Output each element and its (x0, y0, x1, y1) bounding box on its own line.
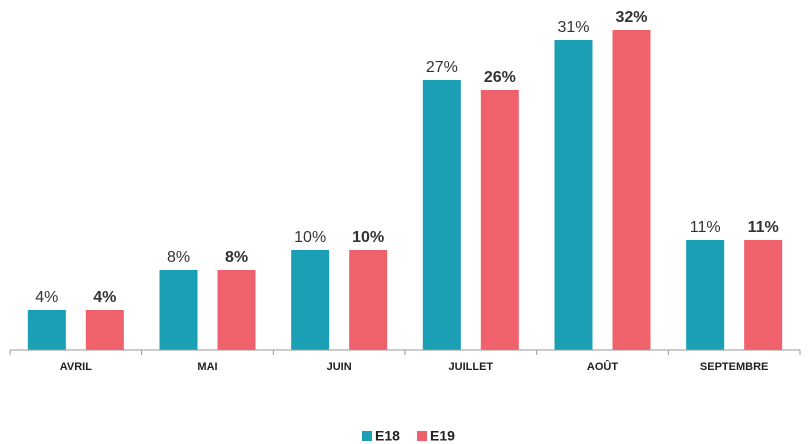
bar (291, 250, 330, 350)
value-label: 8% (167, 249, 190, 266)
legend-swatch (362, 431, 372, 441)
bar (686, 240, 725, 350)
value-label: 31% (557, 19, 589, 36)
bar (217, 270, 256, 350)
value-label: 10% (294, 229, 326, 246)
x-tick-label: MAI (197, 361, 217, 373)
legend-label: E18 (375, 428, 400, 444)
bar (85, 310, 124, 350)
legend-label: E19 (430, 428, 455, 444)
bar (744, 240, 783, 350)
bar (422, 80, 461, 350)
value-label: 32% (615, 9, 647, 26)
bar (612, 30, 651, 350)
legend-swatch (417, 431, 427, 441)
bar (480, 90, 519, 350)
bar (349, 250, 388, 350)
value-label: 4% (93, 289, 116, 306)
bar (554, 40, 593, 350)
value-label: 27% (426, 59, 458, 76)
value-label: 8% (225, 249, 248, 266)
value-label: 11% (748, 219, 779, 236)
x-tick-label: AOÛT (587, 360, 618, 373)
value-label: 11% (690, 219, 721, 236)
bar (159, 270, 198, 350)
x-tick-label: SEPTEMBRE (700, 361, 768, 373)
x-tick-label: JUIN (327, 361, 352, 373)
value-label: 4% (35, 289, 58, 306)
bar (27, 310, 66, 350)
x-tick-label: AVRIL (60, 361, 92, 373)
x-tick-label: JUILLET (449, 361, 494, 373)
value-label: 26% (484, 69, 516, 86)
value-label: 10% (352, 229, 384, 246)
